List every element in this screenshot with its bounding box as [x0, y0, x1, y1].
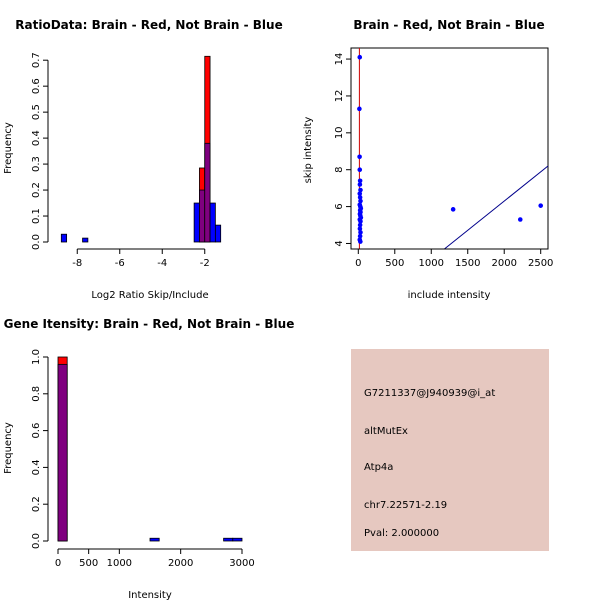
gene-intensity-histogram-panel: Gene Itensity: Brain - Red, Not Brain - …	[3, 317, 294, 600]
gene-intensity-title: Gene Itensity: Brain - Red, Not Brain - …	[4, 317, 295, 331]
ratio-not-brain-bar	[209, 202, 216, 243]
scatter-point	[357, 167, 363, 173]
ratio-y-tick-label: 0.3	[31, 156, 42, 172]
scatter-axes: 0 500 1000 1500 2000 2500 4 6 8 10 12 14	[334, 53, 553, 269]
gene-intensity-x-tick-label: 3000	[229, 558, 254, 569]
gene-intensity-y-tick-label: 0.8	[31, 386, 42, 402]
ratio-histogram-axes: -8 -6 -4 -2 0.0 0.1 0.2 0.3 0.4 0.5 0.6 0.7	[31, 52, 210, 269]
scatter-x-tick-label: 2000	[491, 258, 516, 269]
scatter-point	[357, 54, 363, 60]
ratio-y-tick-label: 0.6	[31, 78, 42, 94]
scatter-points	[357, 54, 544, 244]
gene-name-text: Atp4a	[364, 462, 393, 473]
scatter-y-tick-label: 12	[334, 90, 345, 103]
scatter-x-tick-label: 0	[355, 258, 361, 269]
scatter-point	[538, 203, 544, 208]
gene-intensity-not-brain-bar	[232, 537, 243, 542]
ratio-y-tick-label: 0.2	[31, 182, 42, 198]
regression-line	[444, 165, 549, 250]
scatter-x-tick-label: 1500	[455, 258, 480, 269]
ratio-x-tick-label: -6	[115, 258, 125, 269]
scatter-point	[357, 178, 363, 184]
ratio-y-tick-label: 0.7	[31, 52, 42, 68]
ratio-histogram-panel: RatioData: Brain - Red, Not Brain - Blue…	[3, 18, 283, 301]
ratio-not-brain-bar	[82, 237, 89, 243]
ratio-y-tick-label: 0.4	[31, 130, 42, 146]
gene-intensity-axes: 0 500 1000 2000 3000 0.0 0.2 0.4 0.6 0.8 1.0	[31, 349, 255, 569]
scatter-point	[357, 106, 362, 112]
scatter-x-tick-label: 1000	[419, 258, 444, 269]
gene-intensity-not-brain-bar	[223, 537, 234, 542]
ratio-x-tick-label: -2	[200, 258, 210, 269]
scatter-y-tick-label: 4	[334, 240, 345, 246]
ratio-y-tick-label: 0.1	[31, 208, 42, 224]
scatter-title: Brain - Red, Not Brain - Blue	[353, 18, 544, 32]
scatter-point	[357, 195, 363, 200]
scatter-point	[358, 230, 363, 235]
info-panel-background	[351, 349, 549, 551]
gene-intensity-bars	[57, 356, 243, 542]
gene-intensity-ylabel: Frequency	[3, 422, 14, 474]
gene-intensity-overlap-bar	[57, 363, 68, 542]
scatter-point	[358, 198, 363, 204]
scatter-y-tick-label: 10	[334, 126, 345, 139]
scatter-y-tick-label: 6	[334, 203, 345, 209]
scatter-point	[357, 226, 363, 232]
gene-intensity-not-brain-bar	[149, 537, 160, 542]
ratio-not-brain-bar	[193, 202, 200, 243]
ratio-histogram-bars	[60, 55, 222, 243]
scatter-xlabel: include intensity	[408, 290, 491, 301]
scatter-ylabel: skip intensity	[303, 117, 314, 184]
gene-intensity-x-tick-label: 500	[79, 558, 98, 569]
gene-intensity-y-tick-label: 0.2	[31, 496, 42, 512]
ratio-histogram-xlabel: Log2 Ratio Skip/Include	[91, 290, 208, 301]
ratio-histogram-title: RatioData: Brain - Red, Not Brain - Blue	[15, 18, 282, 32]
scatter-point	[450, 207, 456, 212]
scatter-point	[357, 222, 363, 228]
ratio-not-brain-bar	[60, 233, 68, 243]
info-panel: G7211337@J940939@i_at altMutEx Atp4a chr…	[351, 349, 549, 551]
ratio-histogram-ylabel: Frequency	[3, 122, 14, 174]
scatter-x-tick-label: 500	[385, 258, 404, 269]
gene-intensity-x-tick-label: 1000	[107, 558, 132, 569]
ratio-x-tick-label: -8	[72, 258, 82, 269]
ratio-not-brain-bar	[214, 224, 222, 243]
gene-intensity-y-tick-label: 1.0	[31, 349, 42, 365]
pval-text: Pval: 2.000000	[364, 528, 439, 539]
scatter-y-tick-label: 14	[334, 53, 345, 66]
scatter-y-tick-label: 8	[334, 167, 345, 173]
ratio-overlap-bar	[204, 142, 211, 243]
gene-intensity-xlabel: Intensity	[128, 590, 172, 600]
scatter-point	[357, 154, 362, 160]
ratio-y-tick-label: 0.0	[31, 234, 42, 250]
gene-intensity-y-tick-label: 0.4	[31, 459, 42, 475]
gene-intensity-y-tick-label: 0.0	[31, 533, 42, 549]
gene-intensity-y-tick-label: 0.6	[31, 423, 42, 439]
scatter-x-tick-label: 2500	[528, 258, 553, 269]
gene-intensity-x-tick-label: 0	[55, 558, 61, 569]
probe-id-text: G7211337@J940939@i_at	[364, 388, 495, 399]
scatter-point	[357, 191, 363, 196]
intensity-scatter-panel: Brain - Red, Not Brain - Blue 0 500 1000 15…	[303, 18, 553, 301]
event-type-text: altMutEx	[364, 426, 408, 437]
scatter-point	[358, 187, 363, 193]
ratio-x-tick-label: -4	[157, 258, 167, 269]
location-text: chr7.22571-2.19	[364, 500, 447, 511]
ratio-y-tick-label: 0.5	[31, 104, 42, 120]
scatter-point	[358, 239, 363, 244]
scatter-point	[357, 233, 363, 239]
scatter-point	[357, 182, 363, 187]
scatter-point	[358, 219, 363, 224]
scatter-point	[517, 217, 523, 222]
ratio-overlap-bar	[199, 189, 206, 243]
gene-intensity-x-tick-label: 2000	[168, 558, 193, 569]
